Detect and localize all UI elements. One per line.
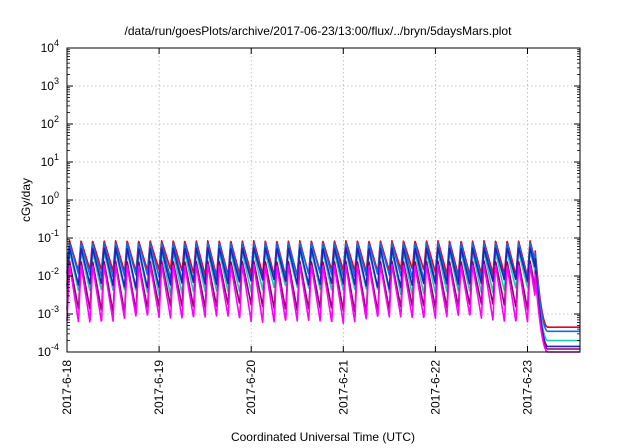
x-axis-ticks: 2017-6-18 2017-6-19 2017-6-20 2017-6-21 2017… bbox=[60, 48, 535, 415]
x-axis-label: Coordinated Universal Time (UTC) bbox=[231, 430, 415, 444]
y-tick-label: 10-1 bbox=[38, 228, 59, 245]
y-tick-label: 103 bbox=[41, 76, 59, 93]
series-line bbox=[66, 247, 581, 348]
y-tick-label: 10-3 bbox=[38, 304, 59, 321]
grid-lines bbox=[67, 48, 580, 352]
y-tick-label: 102 bbox=[41, 114, 59, 131]
chart-title: /data/run/goesPlots/archive/2017-06-23/1… bbox=[125, 24, 513, 38]
y-axis-ticks: 10-4 10-3 10-2 10-1 100 101 102 103 104 bbox=[38, 38, 580, 359]
y-tick-label: 104 bbox=[41, 38, 59, 55]
series-line bbox=[66, 264, 581, 353]
series-group bbox=[66, 240, 581, 353]
x-tick-label: 2017-6-20 bbox=[244, 360, 258, 415]
x-tick-label: 2017-6-19 bbox=[152, 360, 166, 415]
y-tick-label: 10-2 bbox=[38, 266, 59, 283]
x-tick-label: 2017-6-23 bbox=[521, 360, 535, 415]
y-tick-label: 10-4 bbox=[38, 342, 59, 359]
y-axis-label: cGy/day bbox=[19, 178, 33, 222]
x-tick-label: 2017-6-22 bbox=[428, 360, 442, 415]
y-tick-label: 101 bbox=[41, 152, 59, 169]
x-tick-label: 2017-6-21 bbox=[336, 360, 350, 415]
y-tick-label: 100 bbox=[41, 190, 59, 207]
x-tick-label: 2017-6-18 bbox=[60, 360, 74, 415]
